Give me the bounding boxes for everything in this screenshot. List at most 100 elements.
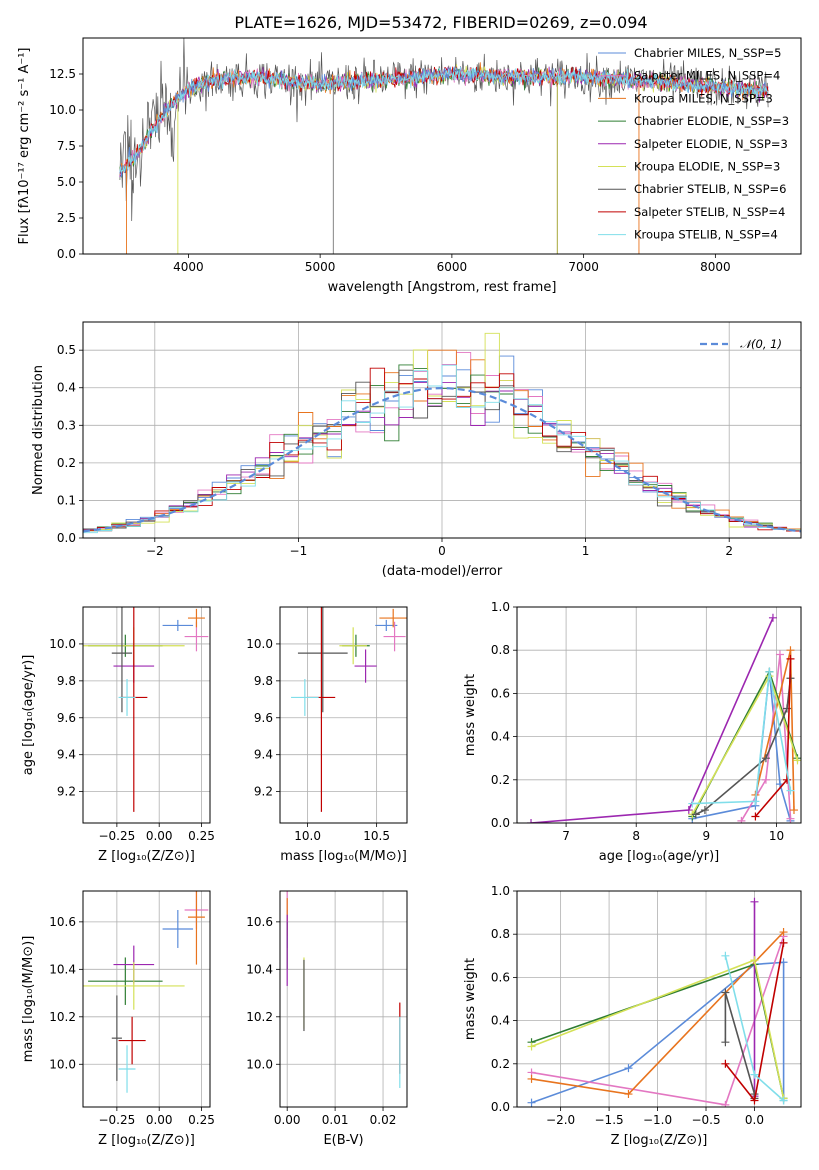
x-tick-label: −0.25 [98, 829, 135, 843]
massweight-marker-salpeter_miles [761, 775, 770, 784]
y-tick-label: 2.5 [57, 211, 76, 225]
massweight-marker-chabrier_stelib [721, 988, 730, 997]
massweight-marker-kroupa_elodie [793, 756, 801, 765]
y-tick-label: 10.4 [49, 962, 76, 976]
panel-spectrum: 4000 5000 6000 7000 8000 0.0 2.5 5.0 7.5 10.0 12.5… [17, 37, 802, 295]
x-tick-label: 4000 [173, 260, 204, 274]
y-tick-label: 10.6 [49, 915, 76, 929]
massweight-marker-chabrier_stelib [721, 1038, 730, 1047]
x-tick-label: 0 [438, 544, 446, 558]
y-tick-label: 9.4 [57, 748, 76, 762]
massweight-marker-kroupa_stelib [721, 951, 730, 960]
massweight-marker-salpeter_miles [786, 814, 795, 823]
axes-frame [516, 606, 802, 824]
x-axis-label: E(B-V) [323, 1133, 363, 1148]
x-tick-label: 0.0 [745, 1113, 764, 1127]
y-tick-label: 0.6 [491, 686, 510, 700]
massweight-marker-kroupa_stelib [779, 1096, 788, 1105]
massweight-marker-salpeter_miles [721, 1100, 730, 1107]
axes-frame [82, 321, 802, 539]
y-tick-label: 9.8 [57, 674, 76, 688]
x-axis-label: Z [log₁₀(Z/Z⊙)] [98, 849, 195, 864]
y-tick-label: 0.4 [491, 730, 510, 744]
y-tick-label: 0.0 [57, 247, 76, 261]
massweight-marker-salpeter_stelib [779, 938, 788, 947]
massweight-marker-salpeter_miles [775, 650, 784, 659]
y-tick-label: 9.8 [254, 674, 273, 688]
panel-mass_vs_EBV: 0.00 0.01 0.02 10.0 10.2 10.4 10.6 E(B-V) [246, 890, 408, 1148]
x-tick-label: 0.00 [146, 1113, 173, 1127]
panel-massweight_vs_Z: −2.0 −1.5 −1.0 −0.5 0.0 0.0 0.2 0.4 0.6 0.8 1.0 Z [… [463, 884, 802, 1148]
y-tick-label: 0.2 [57, 456, 76, 470]
legend-entry: Salpeter ELODIE, N_SSP=3 [634, 137, 788, 151]
x-tick-label: 0.00 [274, 1113, 301, 1127]
histogram-kroupa_miles [83, 349, 801, 531]
x-tick-label: −2.0 [546, 1113, 575, 1127]
massweight-marker-salpeter_elodie [768, 613, 777, 622]
plot-area [286, 891, 401, 1089]
plot-area [83, 607, 209, 812]
spectrum-line-kroupa_stelib [119, 66, 769, 173]
x-tick-label: 2 [725, 544, 733, 558]
plot-area [527, 613, 801, 823]
x-axis-label: age [log₁₀(age/yr)] [599, 849, 720, 864]
axes-frame [82, 37, 802, 255]
x-tick-label: 8 [632, 829, 640, 843]
massweight-marker-kroupa_elodie [527, 1042, 536, 1051]
y-tick-label: 0.3 [57, 418, 76, 432]
axes-frame [82, 890, 211, 1108]
massweight-marker-kroupa_stelib [750, 1070, 759, 1079]
y-tick-label: 9.2 [254, 785, 273, 799]
legend-entry: Kroupa ELODIE, N_SSP=3 [634, 160, 780, 174]
panel-mass_vs_Z: −0.25 0.00 0.25 10.0 10.2 10.4 10.6 Z [log₁₀(Z/… [21, 890, 215, 1148]
y-tick-label: 10.0 [246, 1057, 273, 1071]
massweight-marker-kroupa_miles [786, 646, 795, 655]
y-tick-label: 0.0 [491, 1100, 510, 1114]
axes-frame [279, 890, 408, 1108]
x-tick-label: −0.25 [98, 1113, 135, 1127]
y-tick-label: 0.4 [57, 381, 76, 395]
massweight-marker-chabrier_stelib [761, 754, 770, 763]
x-tick-label: 10.5 [363, 829, 390, 843]
y-tick-label: 10.0 [49, 103, 76, 117]
panel-residuals: −2 −1 0 1 2 0.0 0.1 0.2 0.3 0.4 0.5 (data-model)/er… [31, 321, 802, 579]
y-tick-label: 7.5 [57, 139, 76, 153]
y-tick-label: 10.2 [246, 1010, 273, 1024]
legend-entry: Salpeter MILES, N_SSP=4 [634, 69, 780, 83]
x-tick-label: 7000 [568, 260, 599, 274]
massweight-line-salpeter_elodie [530, 617, 774, 823]
massweight-marker-chabrier_miles [527, 1098, 536, 1107]
massweight-marker-salpeter_stelib [782, 775, 791, 784]
x-tick-label: 0.25 [188, 829, 215, 843]
massweight-marker-kroupa_stelib [688, 799, 697, 808]
y-axis-label: Normed distribution [31, 365, 46, 495]
y-tick-label: 5.0 [57, 175, 76, 189]
plot-area [291, 607, 407, 812]
legend-entry: Chabrier ELODIE, N_SSP=3 [634, 114, 789, 128]
y-tick-label: 9.6 [57, 711, 76, 725]
x-tick-label: 0.02 [370, 1113, 397, 1127]
massweight-marker-kroupa_stelib [786, 786, 795, 795]
x-tick-label: 6000 [437, 260, 468, 274]
plot-area [83, 332, 801, 534]
panel-massweight_vs_age: 7 8 9 10 0.0 0.2 0.4 0.6 0.8 1.0 age [log₁₀(age/yr… [463, 600, 802, 864]
y-tick-label: 0.8 [491, 927, 510, 941]
x-axis-label: wavelength [Angstrom, rest frame] [328, 280, 557, 295]
massweight-marker-chabrier_stelib [691, 810, 700, 819]
massweight-marker-kroupa_miles [527, 1074, 536, 1083]
massweight-marker-kroupa_stelib [751, 797, 760, 806]
x-tick-label: −1.5 [595, 1113, 624, 1127]
spectrum-legend: Chabrier MILES, N_SSP=5 Salpeter MILES, N… [598, 46, 789, 242]
massweight-marker-salpeter_stelib [721, 1059, 730, 1068]
legend-entry: Salpeter STELIB, N_SSP=4 [634, 205, 785, 219]
y-tick-label: 10.4 [246, 962, 273, 976]
massweight-marker-salpeter_elodie [750, 897, 759, 906]
y-tick-label: 0.1 [57, 493, 76, 507]
massweight-marker-salpeter_elodie [527, 819, 536, 823]
y-tick-label: 10.6 [246, 915, 273, 929]
y-tick-label: 0.0 [57, 531, 76, 545]
legend-entry: Kroupa MILES, N_SSP=3 [634, 91, 773, 105]
x-tick-label: 10 [769, 829, 784, 843]
legend-entry: Chabrier MILES, N_SSP=5 [634, 46, 781, 60]
